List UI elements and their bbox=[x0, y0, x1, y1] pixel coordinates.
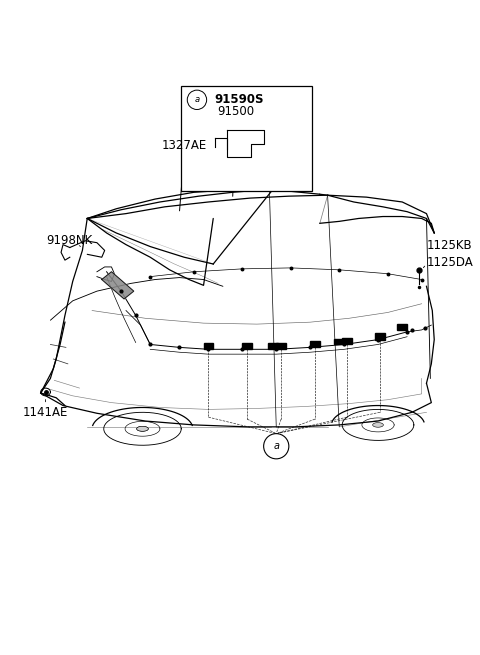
Text: 1141AE: 1141AE bbox=[23, 406, 68, 419]
Ellipse shape bbox=[372, 422, 384, 427]
Bar bbox=[268, 343, 278, 349]
Text: 1327AE: 1327AE bbox=[162, 140, 207, 152]
Bar bbox=[310, 341, 320, 347]
Text: 1125DA: 1125DA bbox=[426, 255, 473, 269]
Text: 91500: 91500 bbox=[217, 105, 254, 119]
Bar bbox=[397, 324, 407, 330]
Bar bbox=[335, 339, 344, 345]
Circle shape bbox=[264, 434, 289, 459]
Circle shape bbox=[187, 90, 207, 109]
Ellipse shape bbox=[137, 426, 148, 431]
Text: a: a bbox=[273, 441, 279, 451]
Bar bbox=[204, 343, 213, 349]
Bar bbox=[242, 343, 252, 349]
Polygon shape bbox=[102, 272, 134, 299]
Text: 91590S: 91590S bbox=[215, 93, 264, 106]
Bar bbox=[276, 343, 286, 349]
Text: a: a bbox=[194, 96, 200, 104]
Text: 1125KB: 1125KB bbox=[426, 239, 472, 252]
Bar bbox=[181, 86, 312, 191]
Text: 9198NK: 9198NK bbox=[47, 234, 93, 247]
Bar bbox=[342, 338, 352, 345]
Bar bbox=[375, 333, 385, 339]
